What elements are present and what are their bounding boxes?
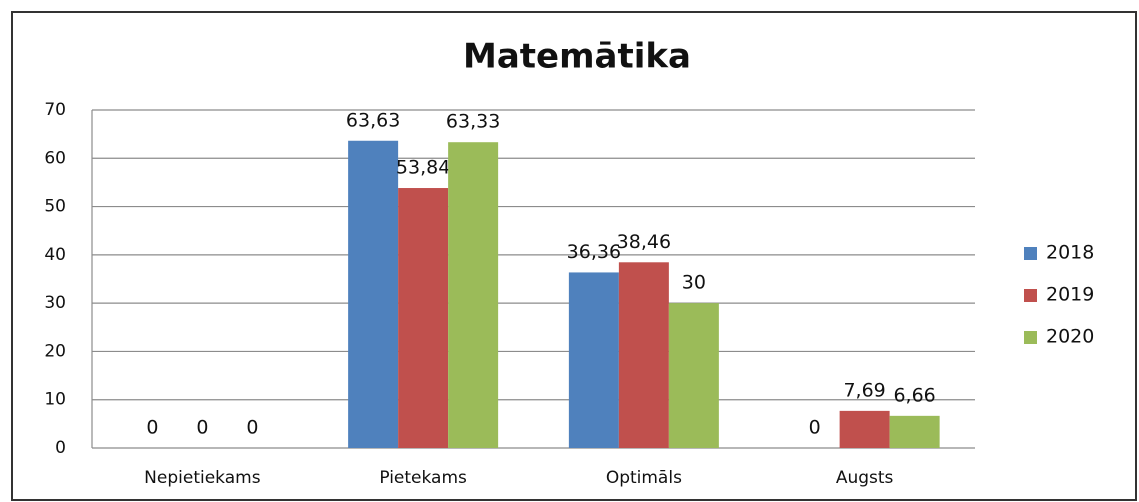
- value-label: 6,66: [893, 384, 935, 406]
- legend-label: 2020: [1046, 326, 1094, 348]
- y-tick-label: 70: [44, 100, 66, 120]
- bar: [398, 188, 449, 448]
- x-tick-label: Nepietiekams: [144, 468, 261, 488]
- y-tick-label: 40: [44, 245, 66, 265]
- y-tick-label: 10: [44, 390, 66, 410]
- legend-label: 2019: [1046, 284, 1094, 306]
- value-label: 38,46: [617, 231, 671, 253]
- bar: [348, 140, 399, 448]
- legend-swatch: [1024, 289, 1037, 302]
- value-label: 0: [809, 417, 821, 439]
- y-tick-label: 0: [55, 438, 66, 458]
- chart-title: Matemātika: [463, 37, 691, 77]
- value-label: 30: [682, 272, 706, 294]
- value-label: 0: [146, 417, 158, 439]
- value-label: 53,84: [396, 157, 450, 179]
- legend-label: 2018: [1046, 242, 1094, 264]
- value-label: 7,69: [843, 379, 885, 401]
- y-tick-label: 20: [44, 341, 66, 361]
- value-label: 63,33: [446, 111, 500, 133]
- x-tick-label: Optimāls: [606, 468, 682, 488]
- y-tick-label: 30: [44, 293, 66, 313]
- bar: [448, 142, 499, 448]
- legend-swatch: [1024, 247, 1037, 260]
- x-tick-label: Pietekams: [379, 468, 467, 488]
- y-tick-label: 60: [44, 148, 66, 168]
- value-label: 63,63: [346, 109, 400, 131]
- y-tick-label: 50: [44, 197, 66, 217]
- bar: [668, 303, 719, 448]
- value-label: 0: [246, 417, 258, 439]
- value-label: 0: [196, 417, 208, 439]
- value-label: 36,36: [567, 241, 621, 263]
- x-tick-label: Augsts: [836, 468, 894, 488]
- bar: [889, 415, 940, 448]
- bar: [618, 262, 669, 448]
- legend-swatch: [1024, 331, 1037, 344]
- bar: [568, 272, 619, 448]
- bar: [839, 410, 890, 448]
